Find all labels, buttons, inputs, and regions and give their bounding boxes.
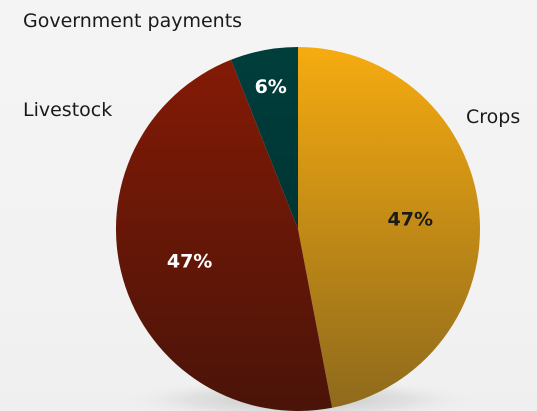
category-label-livestock: Livestock bbox=[23, 99, 112, 121]
pie-slice-livestock bbox=[116, 59, 333, 411]
category-label-government-payments: Government payments bbox=[23, 10, 242, 32]
category-label-crops: Crops bbox=[466, 106, 520, 128]
pie-slice-government-payments bbox=[231, 47, 298, 229]
value-label-livestock: 47% bbox=[167, 251, 212, 273]
pie-slice-crops bbox=[298, 46, 481, 408]
pie-labels: 47% Crops 47% Livestock 6% Government payment… bbox=[23, 10, 520, 273]
pie-slices bbox=[116, 46, 481, 411]
value-label-government-payments: 6% bbox=[255, 76, 287, 98]
value-label-crops: 47% bbox=[388, 208, 433, 230]
